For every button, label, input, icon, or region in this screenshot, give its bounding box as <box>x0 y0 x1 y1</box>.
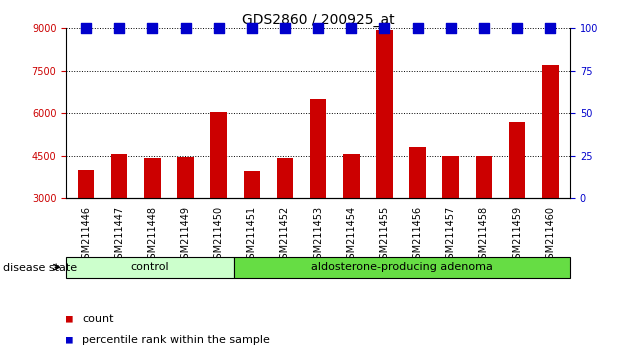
Bar <box>343 154 360 198</box>
Point <box>81 25 91 31</box>
Point <box>247 25 257 31</box>
Text: percentile rank within the sample: percentile rank within the sample <box>82 335 270 345</box>
Title: GDS2860 / 200925_at: GDS2860 / 200925_at <box>242 13 394 27</box>
Point <box>446 25 456 31</box>
Text: ■: ■ <box>66 335 73 345</box>
Bar <box>509 122 525 198</box>
Bar <box>77 170 94 198</box>
Text: ■: ■ <box>66 314 73 324</box>
Bar <box>310 99 326 198</box>
Point <box>114 25 124 31</box>
Bar <box>210 112 227 198</box>
Text: count: count <box>82 314 113 324</box>
Bar <box>111 154 127 198</box>
Bar <box>244 171 260 198</box>
Text: control: control <box>131 262 169 272</box>
Bar <box>177 157 194 198</box>
Point <box>147 25 158 31</box>
Bar <box>277 158 294 198</box>
Point <box>545 25 555 31</box>
Point <box>479 25 489 31</box>
Bar <box>410 147 426 198</box>
Text: aldosterone-producing adenoma: aldosterone-producing adenoma <box>311 262 493 272</box>
Bar <box>144 158 161 198</box>
Point <box>413 25 423 31</box>
Point <box>379 25 389 31</box>
Point <box>214 25 224 31</box>
Bar <box>542 65 559 198</box>
Bar <box>476 156 492 198</box>
Point <box>346 25 357 31</box>
Text: disease state: disease state <box>3 263 77 273</box>
Point <box>512 25 522 31</box>
Bar <box>442 156 459 198</box>
Point <box>280 25 290 31</box>
Point <box>180 25 190 31</box>
Bar <box>234 257 570 278</box>
Bar <box>376 30 392 198</box>
Bar <box>66 257 234 278</box>
Point <box>313 25 323 31</box>
